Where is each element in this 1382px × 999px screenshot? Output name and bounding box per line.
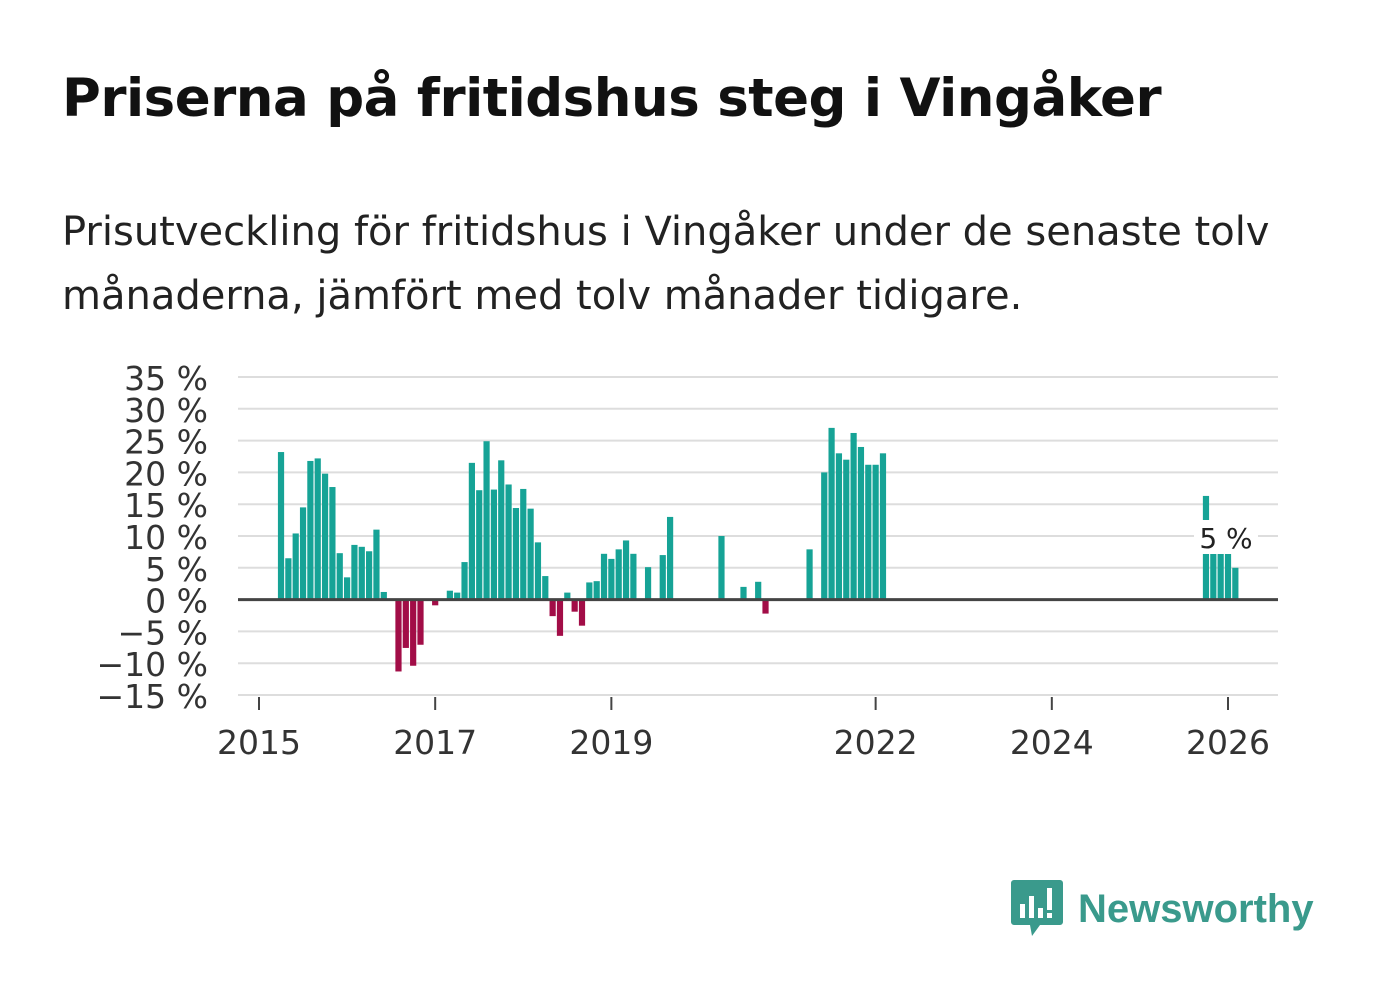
bar (1232, 567, 1239, 600)
page-subtitle: Prisutveckling för fritidshus i Vingåker… (62, 209, 1270, 319)
brand-logo: Newsworthy (1010, 878, 1314, 940)
bar (299, 507, 307, 600)
grid-lines (238, 376, 1278, 696)
bar (578, 599, 586, 626)
bar (366, 551, 373, 600)
bar (505, 484, 512, 600)
bar (468, 462, 475, 600)
bar (718, 536, 725, 600)
bar (644, 567, 652, 600)
bar (1224, 548, 1232, 600)
bar (608, 558, 615, 600)
x-tick-label: 2022 (834, 723, 918, 762)
bar (432, 599, 439, 606)
bar (380, 591, 387, 600)
bar (490, 489, 498, 600)
y-tick-label: 0 % (145, 582, 208, 621)
bar (865, 464, 872, 600)
bar (762, 599, 769, 614)
bar (410, 599, 417, 666)
x-tick-label: 2026 (1186, 723, 1270, 762)
bar (564, 592, 571, 600)
bar (329, 487, 336, 600)
bar (358, 546, 365, 600)
y-tick-label: −15 % (97, 677, 209, 716)
bar (542, 576, 549, 600)
annotations: 5 % (1194, 520, 1258, 555)
bar (571, 599, 578, 612)
bar (512, 508, 520, 600)
bars (277, 427, 1239, 672)
bar (835, 453, 843, 600)
brand-name: Newsworthy (1078, 886, 1314, 931)
y-tick-label: −5 % (118, 613, 209, 652)
bar (336, 553, 343, 600)
y-tick-label: 20 % (124, 454, 208, 493)
bar (446, 590, 453, 600)
x-tick-label: 2017 (393, 723, 477, 762)
bar (549, 599, 556, 617)
bar (417, 599, 424, 645)
bar (821, 472, 828, 600)
bar (659, 555, 666, 600)
bar (666, 516, 674, 600)
bar (373, 529, 380, 600)
bar (292, 533, 299, 600)
bar (498, 460, 505, 600)
y-tick-label: −10 % (97, 645, 209, 684)
newsworthy-logo-icon (1011, 880, 1063, 936)
bar (395, 599, 402, 672)
bar (402, 599, 409, 648)
bar (314, 458, 321, 600)
bar (740, 586, 747, 600)
y-tick-label: 10 % (124, 518, 208, 557)
bar (483, 441, 490, 600)
bar (872, 464, 879, 600)
y-tick-label: 35 % (124, 359, 208, 398)
bar (556, 599, 564, 636)
bar (520, 488, 527, 600)
bar (622, 540, 630, 600)
bar (1210, 553, 1217, 600)
y-axis-labels: 35 %30 %25 %20 %15 %10 %5 %0 %−5 %−10 %−… (97, 359, 209, 716)
bar (850, 432, 857, 600)
y-tick-label: 30 % (124, 391, 208, 430)
bar (828, 427, 835, 600)
bar (857, 446, 865, 600)
x-tick-label: 2015 (217, 723, 301, 762)
bar (343, 577, 351, 600)
bar (307, 460, 314, 600)
bar (476, 490, 483, 600)
bar (1217, 551, 1224, 600)
annotation-label: 5 % (1199, 522, 1252, 555)
page-title: Priserna på fritidshus steg i Vingåker (62, 68, 1162, 129)
annotation-background (1194, 520, 1258, 554)
y-tick-label: 15 % (124, 486, 208, 525)
bar (879, 453, 887, 600)
bar (534, 542, 542, 600)
x-axis: 2015 2017 2019 2022 2024 2026 (217, 598, 1278, 762)
bar (454, 592, 461, 600)
x-tick-label: 2019 (569, 723, 653, 762)
bar (285, 558, 292, 600)
y-tick-label: 5 % (145, 550, 208, 589)
bar (615, 549, 622, 600)
bar (806, 549, 813, 600)
bar (843, 459, 850, 600)
bar (755, 581, 762, 600)
bar (527, 508, 534, 600)
bar (630, 553, 637, 600)
bar (586, 582, 593, 600)
y-tick-label: 25 % (124, 423, 208, 462)
bar (321, 473, 329, 600)
x-tick-label: 2024 (1010, 723, 1094, 762)
bar (277, 452, 285, 600)
bar (593, 581, 600, 600)
bar (351, 544, 358, 600)
bar (600, 553, 608, 600)
bar (461, 562, 468, 600)
